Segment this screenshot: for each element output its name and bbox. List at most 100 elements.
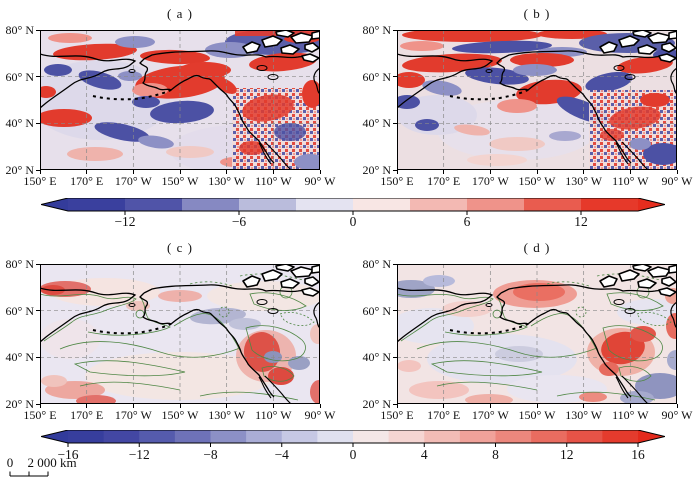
colorbar-tick-label: 4 [420,447,428,462]
scalebar-distance-label: 2 000 km [27,455,77,470]
x-axis-tick [396,170,398,174]
scalebar-line [9,471,49,477]
map-panel-c: ( c ) 15 [6,240,336,422]
colorbar-tick-label: 0 [349,447,357,462]
map-a-anomaly-field [40,30,320,170]
x-axis-tick [396,404,398,408]
panel-b-label: ( b ) [523,6,551,21]
y-axis-tick [36,310,40,312]
colorbar-bottom-labels: −16 −12 −8 −4 0 4 8 12 16 [41,447,665,463]
y-axis-tick [36,356,40,358]
y-axis-tick-label: 20° N [5,163,34,177]
y-axis-tick [393,122,397,124]
x-axis-tick-label: 170° E [427,408,461,422]
x-axis-tick-label: 150° W [161,174,199,188]
x-axis-tick [86,170,88,174]
y-axis-tick-label: 80° N [362,23,391,37]
scalebar-zero-label: 0 [6,455,14,470]
x-axis-tick-label: 150° E [23,408,57,422]
x-axis-tick-label: 170° E [70,408,104,422]
colorbar-tick-label: −4 [274,447,289,462]
x-axis-tick-label: 150° W [161,408,199,422]
x-axis-tick [319,170,321,174]
x-axis-tick-label: 90° W [304,408,336,422]
colorbar-bottom [40,429,666,448]
x-axis-tick-label: 90° W [661,408,693,422]
x-axis-tick [39,170,41,174]
x-axis-tick-label: 150° W [518,174,556,188]
y-axis-tick [36,29,40,31]
x-axis-tick [443,404,445,408]
x-axis-tick [489,170,491,174]
y-axis-tick-label: 20° N [362,397,391,411]
x-axis-tick [272,170,274,174]
x-axis-tick-label: 130° W [208,174,246,188]
colorbar-tick-label: −16 [57,447,79,462]
x-axis-tick-label: 130° W [565,174,603,188]
x-axis-tick [443,170,445,174]
y-axis-tick [393,169,397,171]
y-axis-tick [393,76,397,78]
x-axis-tick-label: 150° W [518,408,556,422]
x-axis-tick [226,404,228,408]
x-axis-tick-label: 170° W [114,174,152,188]
x-axis-tick [536,404,538,408]
x-axis-tick-label: 170° W [471,408,509,422]
x-axis-tick [583,404,585,408]
x-axis-tick [676,170,678,174]
x-axis-tick [272,404,274,408]
x-axis-tick-label: 110° W [612,408,649,422]
y-axis-tick-label: 60° N [5,303,34,318]
colorbar-tick-label: −12 [128,447,150,462]
x-axis-tick [489,404,491,408]
y-axis-tick-label: 80° N [5,23,34,37]
x-axis-tick [536,170,538,174]
y-axis-tick [393,263,397,265]
map-b-anomaly-field [397,30,677,170]
x-axis-tick-label: 170° E [70,174,104,188]
y-axis-tick-label: 40° N [5,116,34,131]
colorbar-tick-label: 0 [349,214,357,229]
y-axis-tick-label: 40° N [362,350,391,365]
panel-d-label: ( d ) [523,240,551,255]
x-axis-tick [583,170,585,174]
map-panel-a: ( a ) [6,6,336,188]
y-axis-tick [36,122,40,124]
x-axis-tick [179,404,181,408]
y-axis-tick-label: 80° N [362,257,391,271]
colorbar-tick-label: 16 [631,447,645,462]
y-axis-tick [393,310,397,312]
y-axis-tick [393,403,397,405]
colorbar-tick-label: 12 [560,447,574,462]
x-axis-tick [629,170,631,174]
x-axis-tick-label: 150° E [23,174,57,188]
y-axis-tick [36,263,40,265]
x-axis-tick-label: 90° W [661,174,693,188]
x-axis-tick-label: 110° W [255,174,292,188]
map-c-anomaly-field [40,264,320,404]
colorbar-tick-label: −8 [203,447,218,462]
colorbar-top-labels: −12 −6 0 6 12 [41,214,665,230]
colorbar-tick-label: 8 [492,447,499,462]
x-axis-tick [226,170,228,174]
map-panel-d: ( d ) [363,240,693,422]
x-axis-tick [629,404,631,408]
x-axis-tick-label: 110° W [255,408,292,422]
y-axis-tick-label: 40° N [362,116,391,131]
x-axis-tick-label: 170° W [114,408,152,422]
y-axis-tick [36,169,40,171]
y-axis-tick-label: 20° N [362,163,391,177]
colorbar-tick-label: −6 [231,214,247,229]
colorbar-tick-label: −12 [114,214,136,229]
x-axis-tick [179,170,181,174]
x-axis-tick-label: 130° W [565,408,603,422]
y-axis-tick [36,76,40,78]
x-axis-tick-label: 170° E [427,174,461,188]
panel-a-label: ( a ) [167,6,193,21]
x-axis-tick-label: 150° E [380,174,414,188]
colorbar-gradient-top [40,197,666,215]
x-axis-tick [132,404,134,408]
y-axis-tick-label: 80° N [5,257,34,271]
y-axis-tick-label: 60° N [5,69,34,84]
